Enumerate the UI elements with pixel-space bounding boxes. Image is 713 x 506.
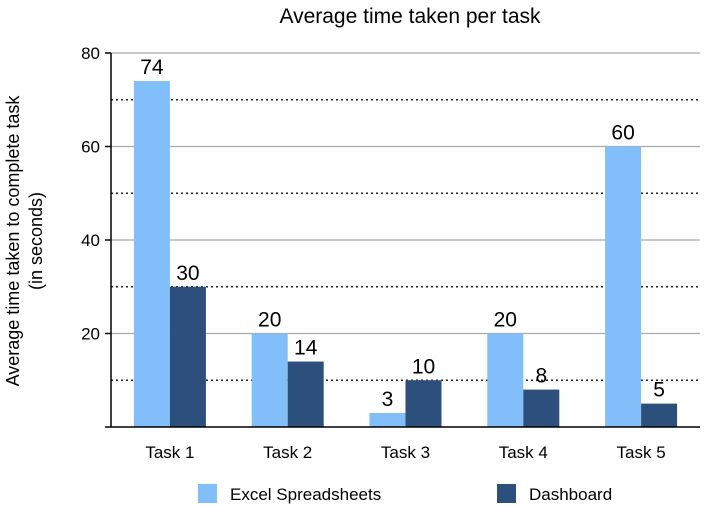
x-tick-labels: Task 1 Task 2 Task 3 Task 4 Task 5 bbox=[145, 443, 665, 462]
data-label-dashboard-4: 8 bbox=[535, 365, 547, 388]
x-tick-label-4: Task 4 bbox=[499, 443, 548, 462]
data-label-dashboard-5: 5 bbox=[653, 379, 665, 402]
data-label-dashboard-1: 30 bbox=[176, 262, 199, 285]
y-axis-title: Average time taken to complete task bbox=[3, 95, 23, 387]
y-tick-labels: 20 40 60 80 bbox=[81, 44, 100, 344]
data-label-excel-spreadsheets-4: 20 bbox=[494, 309, 517, 332]
data-label-excel-spreadsheets-5: 60 bbox=[611, 122, 634, 145]
legend-label-1: Excel Spreadsheets bbox=[230, 485, 381, 504]
y-tick-label-20: 20 bbox=[81, 325, 100, 344]
y-tick-label-60: 60 bbox=[81, 138, 100, 157]
x-tick-label-1: Task 1 bbox=[145, 443, 194, 462]
x-tick-label-3: Task 3 bbox=[381, 443, 430, 462]
data-label-dashboard-3: 10 bbox=[412, 355, 435, 378]
bar-dashboard-5 bbox=[641, 403, 678, 427]
legend-swatch-1 bbox=[198, 484, 217, 503]
chart-title: Average time taken per task bbox=[279, 5, 541, 28]
bar-dashboard-1 bbox=[169, 286, 206, 427]
bar-dashboard-2 bbox=[287, 361, 324, 427]
legend-swatch-2 bbox=[497, 484, 516, 503]
data-labels: 74 30 20 14 3 10 20 8 60 5 bbox=[140, 56, 665, 411]
data-label-excel-spreadsheets-3: 3 bbox=[382, 388, 394, 411]
data-label-excel-spreadsheets-1: 74 bbox=[140, 56, 164, 79]
bar-dashboard-3 bbox=[405, 380, 442, 427]
legend: Excel Spreadsheets Dashboard bbox=[198, 484, 612, 504]
data-label-excel-spreadsheets-2: 20 bbox=[258, 309, 281, 332]
gridlines bbox=[111, 52, 700, 382]
y-tick-label-80: 80 bbox=[81, 44, 100, 63]
bar-excel-spreadsheets-3 bbox=[369, 412, 406, 427]
bar-excel-spreadsheets-2 bbox=[251, 333, 288, 427]
bar-dashboard-4 bbox=[523, 389, 560, 427]
data-label-dashboard-2: 14 bbox=[294, 337, 318, 360]
legend-label-2: Dashboard bbox=[529, 485, 612, 504]
x-tick-label-2: Task 2 bbox=[263, 443, 312, 462]
bar-excel-spreadsheets-5 bbox=[605, 146, 642, 427]
axes bbox=[105, 52, 700, 428]
bar-excel-spreadsheets-1 bbox=[133, 81, 170, 428]
bar-excel-spreadsheets-4 bbox=[487, 333, 524, 427]
y-axis-subtitle: (in seconds) bbox=[26, 192, 46, 290]
bars bbox=[133, 81, 678, 428]
x-tick-label-5: Task 5 bbox=[617, 443, 666, 462]
y-tick-label-40: 40 bbox=[81, 231, 100, 250]
